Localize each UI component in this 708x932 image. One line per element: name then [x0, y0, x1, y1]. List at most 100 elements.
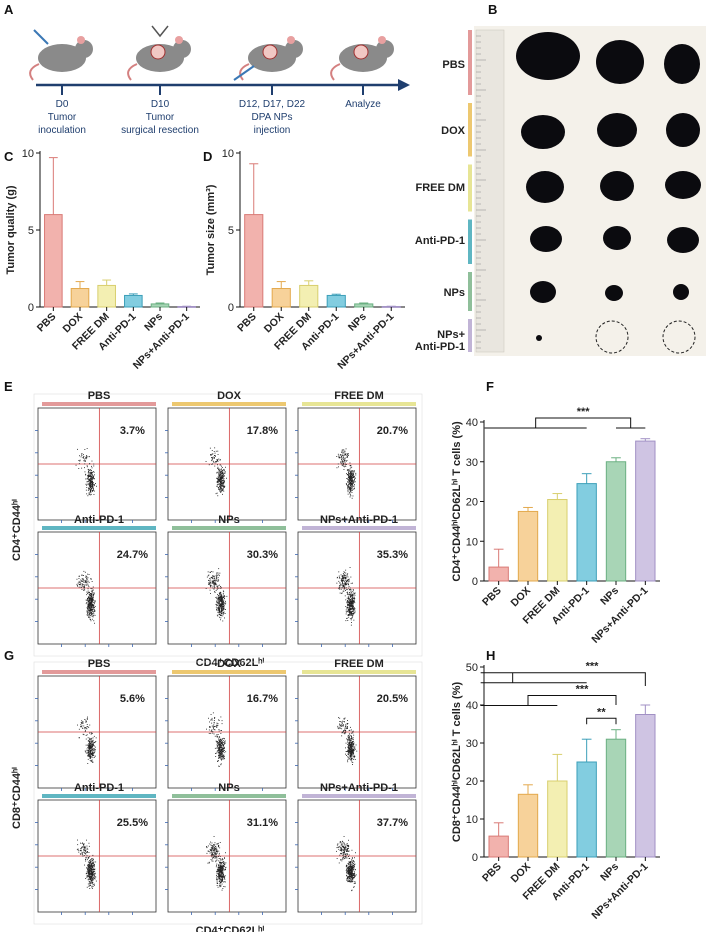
flow-dot: [344, 844, 345, 846]
flow-group-bar: [302, 526, 416, 530]
flow-dot: [90, 879, 92, 881]
flow-dot: [220, 884, 222, 886]
flow-dot: [221, 868, 223, 870]
significance-label: ***: [577, 406, 591, 418]
flow-dot: [354, 748, 356, 750]
flow-dot: [220, 600, 222, 602]
flow-dot: [222, 868, 224, 869]
flow-dot: [344, 583, 346, 585]
flow-dot: [352, 873, 353, 875]
flow-dot: [88, 591, 90, 593]
flow-dot: [87, 615, 89, 617]
flow-dot: [92, 875, 94, 877]
flow-dot: [344, 856, 346, 857]
flow-dot: [347, 758, 349, 760]
flow-dot: [216, 574, 218, 576]
flow-dot: [349, 496, 351, 498]
flow-dot: [348, 737, 350, 738]
flow-dot: [338, 862, 340, 864]
flow-dot: [86, 851, 88, 852]
flow-dot: [343, 449, 345, 451]
flow-dot: [211, 850, 213, 852]
x-tick-label: PBS: [480, 861, 504, 885]
flow-dot: [222, 740, 224, 741]
flow-dot: [221, 607, 223, 609]
flow-dot: [219, 751, 221, 753]
flow-dot: [350, 749, 352, 751]
flow-dot: [87, 606, 89, 608]
flow-dot: [350, 876, 352, 878]
flow-dot: [82, 583, 83, 585]
flow-dot: [212, 581, 214, 583]
flow-dot: [215, 860, 217, 862]
flow-dot: [90, 742, 92, 744]
flow-dot: [77, 582, 79, 584]
mouse-ear: [378, 36, 386, 44]
flow-dot: [351, 615, 353, 617]
flow-dot: [343, 574, 345, 576]
flow-dot: [213, 854, 214, 856]
flow-dot: [344, 586, 346, 588]
flow-dot: [92, 475, 94, 477]
flow-dot: [348, 746, 349, 748]
flow-dot: [89, 866, 91, 868]
flow-dot: [220, 733, 222, 734]
flow-dot: [349, 611, 350, 612]
flow-dot: [89, 612, 91, 614]
flow-dot: [342, 575, 344, 577]
flow-dot: [82, 585, 84, 587]
flow-dot: [352, 764, 353, 765]
flow-dot: [351, 738, 353, 740]
syringe-icon: [33, 29, 49, 45]
mouse-tail: [127, 63, 138, 81]
flow-dot: [348, 743, 350, 745]
flow-dot: [346, 469, 348, 471]
flow-dot: [216, 734, 218, 736]
flow-dot: [208, 584, 210, 585]
flow-dot: [220, 743, 222, 745]
flow-dot: [89, 610, 90, 611]
flow-dot: [88, 605, 90, 607]
tumor: [664, 44, 700, 84]
bar-dox: [271, 288, 291, 308]
flow-dot: [353, 486, 355, 487]
flow-dot: [212, 577, 214, 579]
flow-dot: [220, 615, 222, 616]
flow-dot: [217, 868, 219, 870]
flow-dot: [87, 865, 89, 867]
flow-dot: [353, 876, 354, 878]
tumor: [516, 32, 580, 80]
flow-dot: [349, 473, 351, 475]
flow-dot: [92, 488, 94, 490]
flow-dot: [340, 853, 342, 855]
flow-dot: [215, 450, 217, 452]
flow-dot: [338, 457, 340, 459]
flow-dot: [220, 747, 222, 749]
flow-dot: [345, 751, 347, 752]
flow-dot: [347, 469, 349, 470]
flow-dot: [214, 849, 216, 851]
flow-dot: [209, 584, 211, 585]
flow-dot: [348, 609, 350, 611]
flow-dot: [345, 844, 347, 846]
flow-dot: [344, 848, 346, 850]
flow-dot: [218, 487, 220, 489]
flow-dot: [223, 756, 225, 757]
flow-dot: [351, 497, 353, 499]
significance-label: ***: [586, 661, 600, 673]
flow-dot: [347, 579, 349, 580]
flow-dot: [350, 740, 352, 741]
flow-dot: [80, 726, 82, 728]
flow-dot: [353, 599, 355, 601]
flow-dot: [90, 598, 92, 600]
flow-dot: [217, 603, 219, 605]
flow-dot: [211, 454, 213, 456]
flow-dot: [219, 479, 221, 480]
flow-percent: 31.1%: [247, 817, 278, 829]
flow-dot: [221, 874, 223, 875]
flow-dot: [91, 485, 93, 487]
flow-dot: [87, 468, 89, 470]
flow-dot: [208, 580, 210, 581]
flow-dot: [82, 457, 84, 459]
flow-dot: [90, 607, 91, 609]
